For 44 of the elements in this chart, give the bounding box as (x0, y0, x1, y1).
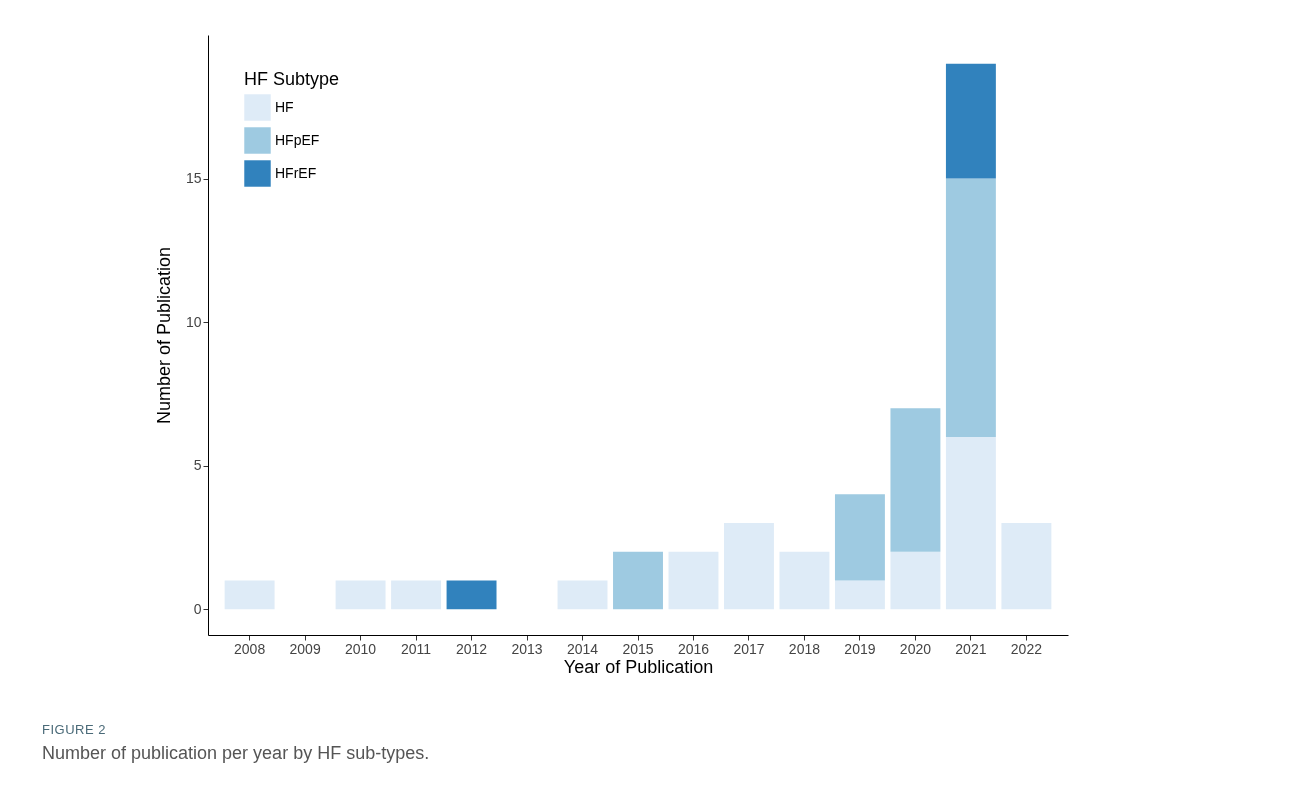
legend-label: HFpEF (275, 131, 320, 148)
bar (391, 580, 442, 610)
x-tick-label: 2016 (677, 640, 710, 657)
bar (224, 580, 275, 610)
y-tick-label: 15 (185, 170, 202, 187)
bar (779, 551, 830, 610)
x-tick-label: 2008 (234, 640, 266, 657)
y-tick-label: 10 (185, 313, 202, 330)
legend-title: HF Subtype (244, 69, 340, 89)
bar (890, 408, 941, 552)
bar (446, 580, 497, 610)
bar (1001, 523, 1052, 610)
y-tick-label: 5 (193, 457, 202, 474)
x-tick-label: 2017 (733, 640, 765, 657)
x-tick-label: 2015 (622, 640, 654, 657)
x-tick-label: 2013 (511, 640, 543, 657)
bar (945, 178, 996, 437)
bar (724, 523, 774, 610)
x-tick-label: 2010 (345, 640, 377, 657)
caption: FIGURE 2 (42, 722, 107, 737)
x-tick-label: 2019 (844, 640, 876, 657)
legend-label: HFrEF (275, 164, 317, 181)
bar (834, 494, 885, 581)
bar (834, 580, 885, 610)
bar (945, 436, 996, 610)
bar (613, 551, 663, 610)
x-tick-label: 2021 (955, 640, 987, 657)
text: Number of publication per year by HF sub-types. (42, 743, 430, 764)
x-tick-label: 2018 (788, 640, 821, 657)
x-axis-title: Year of Publication (563, 656, 714, 677)
bar (668, 551, 719, 610)
bar (945, 63, 996, 179)
bar (557, 580, 608, 610)
x-tick-label: 2020 (899, 640, 932, 657)
x-tick-label: 2009 (289, 640, 321, 657)
x-tick-label: 2014 (566, 640, 599, 657)
bar (890, 551, 941, 610)
x-tick-label: 2011 (401, 640, 432, 657)
y-axis-title: Number of Publication (153, 246, 174, 425)
y-tick-label: 0 (193, 600, 202, 617)
legend-label: HF (275, 98, 294, 115)
bar (335, 580, 386, 610)
x-tick-label: 2012 (455, 640, 488, 657)
x-tick-label: 2022 (1010, 640, 1043, 657)
